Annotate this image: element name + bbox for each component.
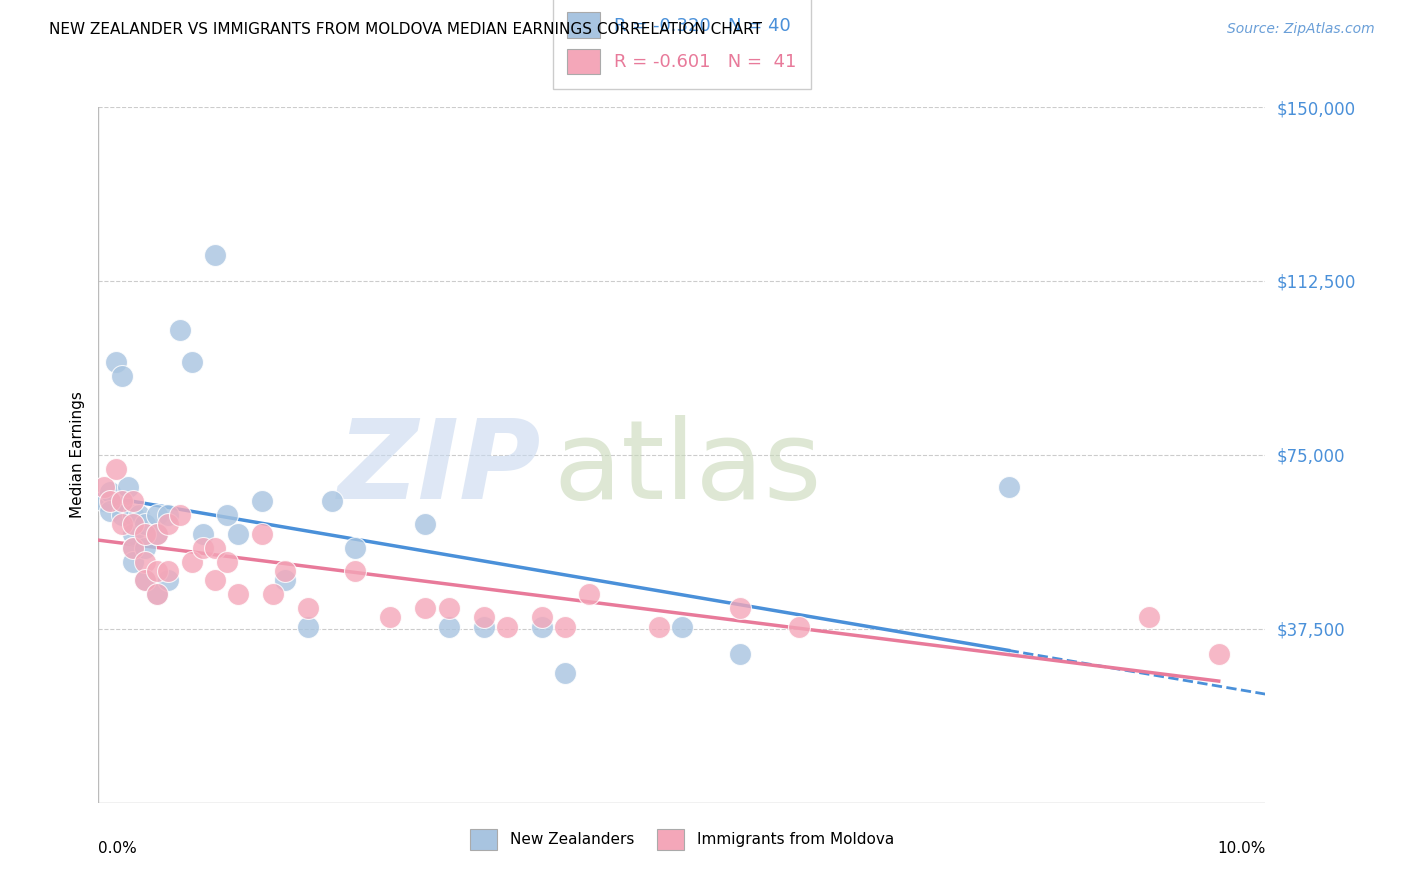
Text: NEW ZEALANDER VS IMMIGRANTS FROM MOLDOVA MEDIAN EARNINGS CORRELATION CHART: NEW ZEALANDER VS IMMIGRANTS FROM MOLDOVA… [49,22,762,37]
Point [128,508,150,523]
Point [111,494,134,508]
Point [250,526,273,541]
Point [228,526,250,541]
Point [98,485,121,500]
Point [413,601,436,615]
Point [344,541,367,555]
Point [157,508,180,523]
Point [496,619,519,633]
Point [787,619,810,633]
Point [413,517,436,532]
Point [380,610,402,624]
Point [297,601,319,615]
Point [104,462,127,476]
Point [274,573,297,587]
Point [180,555,202,569]
Point [122,541,145,555]
Point [437,619,460,633]
Point [204,541,226,555]
Point [157,573,180,587]
Point [134,573,156,587]
Point [146,564,169,578]
Point [204,573,226,587]
Point [215,555,238,569]
Point [111,494,134,508]
Point [250,494,273,508]
Text: ZIP: ZIP [339,416,541,523]
Point [204,248,226,262]
Point [297,619,319,633]
Point [93,494,115,508]
Point [1137,610,1160,624]
Point [530,619,553,633]
Point [111,517,134,532]
Point [146,587,169,601]
Point [122,541,145,555]
Point [157,517,180,532]
Point [146,526,169,541]
Text: atlas: atlas [554,416,823,523]
Point [134,526,156,541]
Point [193,541,215,555]
Point [98,503,121,517]
Point [554,665,576,680]
Point [98,494,121,508]
Point [554,619,576,633]
Point [134,573,156,587]
Point [730,601,752,615]
Point [169,508,191,523]
Point [122,517,145,532]
Point [117,480,139,494]
Point [104,355,127,369]
Point [111,508,134,523]
Point [193,526,215,541]
Point [671,619,693,633]
Point [997,480,1019,494]
Point [146,587,169,601]
Text: Source: ZipAtlas.com: Source: ZipAtlas.com [1227,22,1375,37]
Point [134,555,156,569]
Point [437,601,460,615]
Point [134,517,156,532]
Point [146,526,169,541]
Point [1208,648,1230,662]
Point [215,508,238,523]
Point [134,541,156,555]
Point [93,480,115,494]
Point [344,564,367,578]
Y-axis label: Median Earnings: Median Earnings [69,392,84,518]
Point [472,610,495,624]
Point [111,369,134,384]
Point [122,555,145,569]
Point [647,619,669,633]
Legend: New Zealanders, Immigrants from Moldova: New Zealanders, Immigrants from Moldova [463,821,901,858]
Point [228,587,250,601]
Point [122,494,145,508]
Point [180,355,202,369]
Point [169,323,191,337]
Point [146,508,169,523]
Point [321,494,343,508]
Point [122,526,145,541]
Point [472,619,495,633]
Point [157,564,180,578]
Text: 10.0%: 10.0% [1218,841,1265,856]
Point [274,564,297,578]
Point [262,587,284,601]
Point [578,587,600,601]
Point [530,610,553,624]
Text: 0.0%: 0.0% [98,841,138,856]
Point [730,648,752,662]
Point [122,508,145,523]
